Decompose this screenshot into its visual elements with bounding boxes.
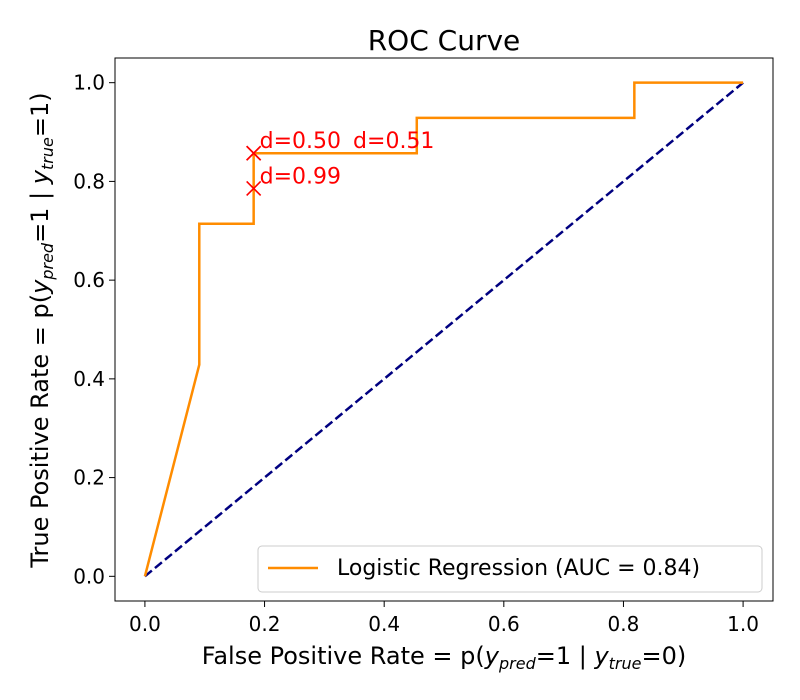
- legend-label: Logistic Regression (AUC = 0.84): [337, 556, 700, 581]
- x-tick-label: 0.8: [608, 612, 640, 636]
- x-axis-label: False Positive Rate = p(ypred=1 | ytrue=…: [202, 642, 687, 673]
- x-tick-label: 0.6: [488, 612, 520, 636]
- y-tick-label: 1.0: [73, 71, 105, 95]
- chance-line: [144, 81, 744, 578]
- y-tick-label: 0.8: [73, 169, 105, 193]
- legend-box: [257, 545, 763, 593]
- y-axis-label: True Positive Rate = p(ypred=1 | ytrue=1…: [26, 92, 57, 568]
- legend: Logistic Regression (AUC = 0.84): [257, 545, 763, 593]
- x-tick-label: 0.0: [129, 612, 161, 636]
- threshold-label: d=0.99: [260, 164, 341, 189]
- plot-frame: [114, 57, 774, 602]
- x-tick-label: 0.4: [368, 612, 400, 636]
- chart-title: ROC Curve: [368, 24, 521, 57]
- threshold-label: d=0.50: [260, 129, 341, 154]
- y-tick-label: 0.0: [73, 564, 105, 588]
- y-tick-label: 0.4: [73, 367, 105, 391]
- y-tick-label: 0.2: [73, 466, 105, 490]
- x-tick-label: 0.2: [249, 612, 281, 636]
- y-tick-label: 0.6: [73, 268, 105, 292]
- threshold-marker: [246, 180, 262, 197]
- threshold-label: d=0.51: [353, 129, 434, 154]
- roc-curve-line: [143, 81, 744, 577]
- threshold-marker: [246, 145, 262, 161]
- x-tick-label: 1.0: [727, 612, 759, 636]
